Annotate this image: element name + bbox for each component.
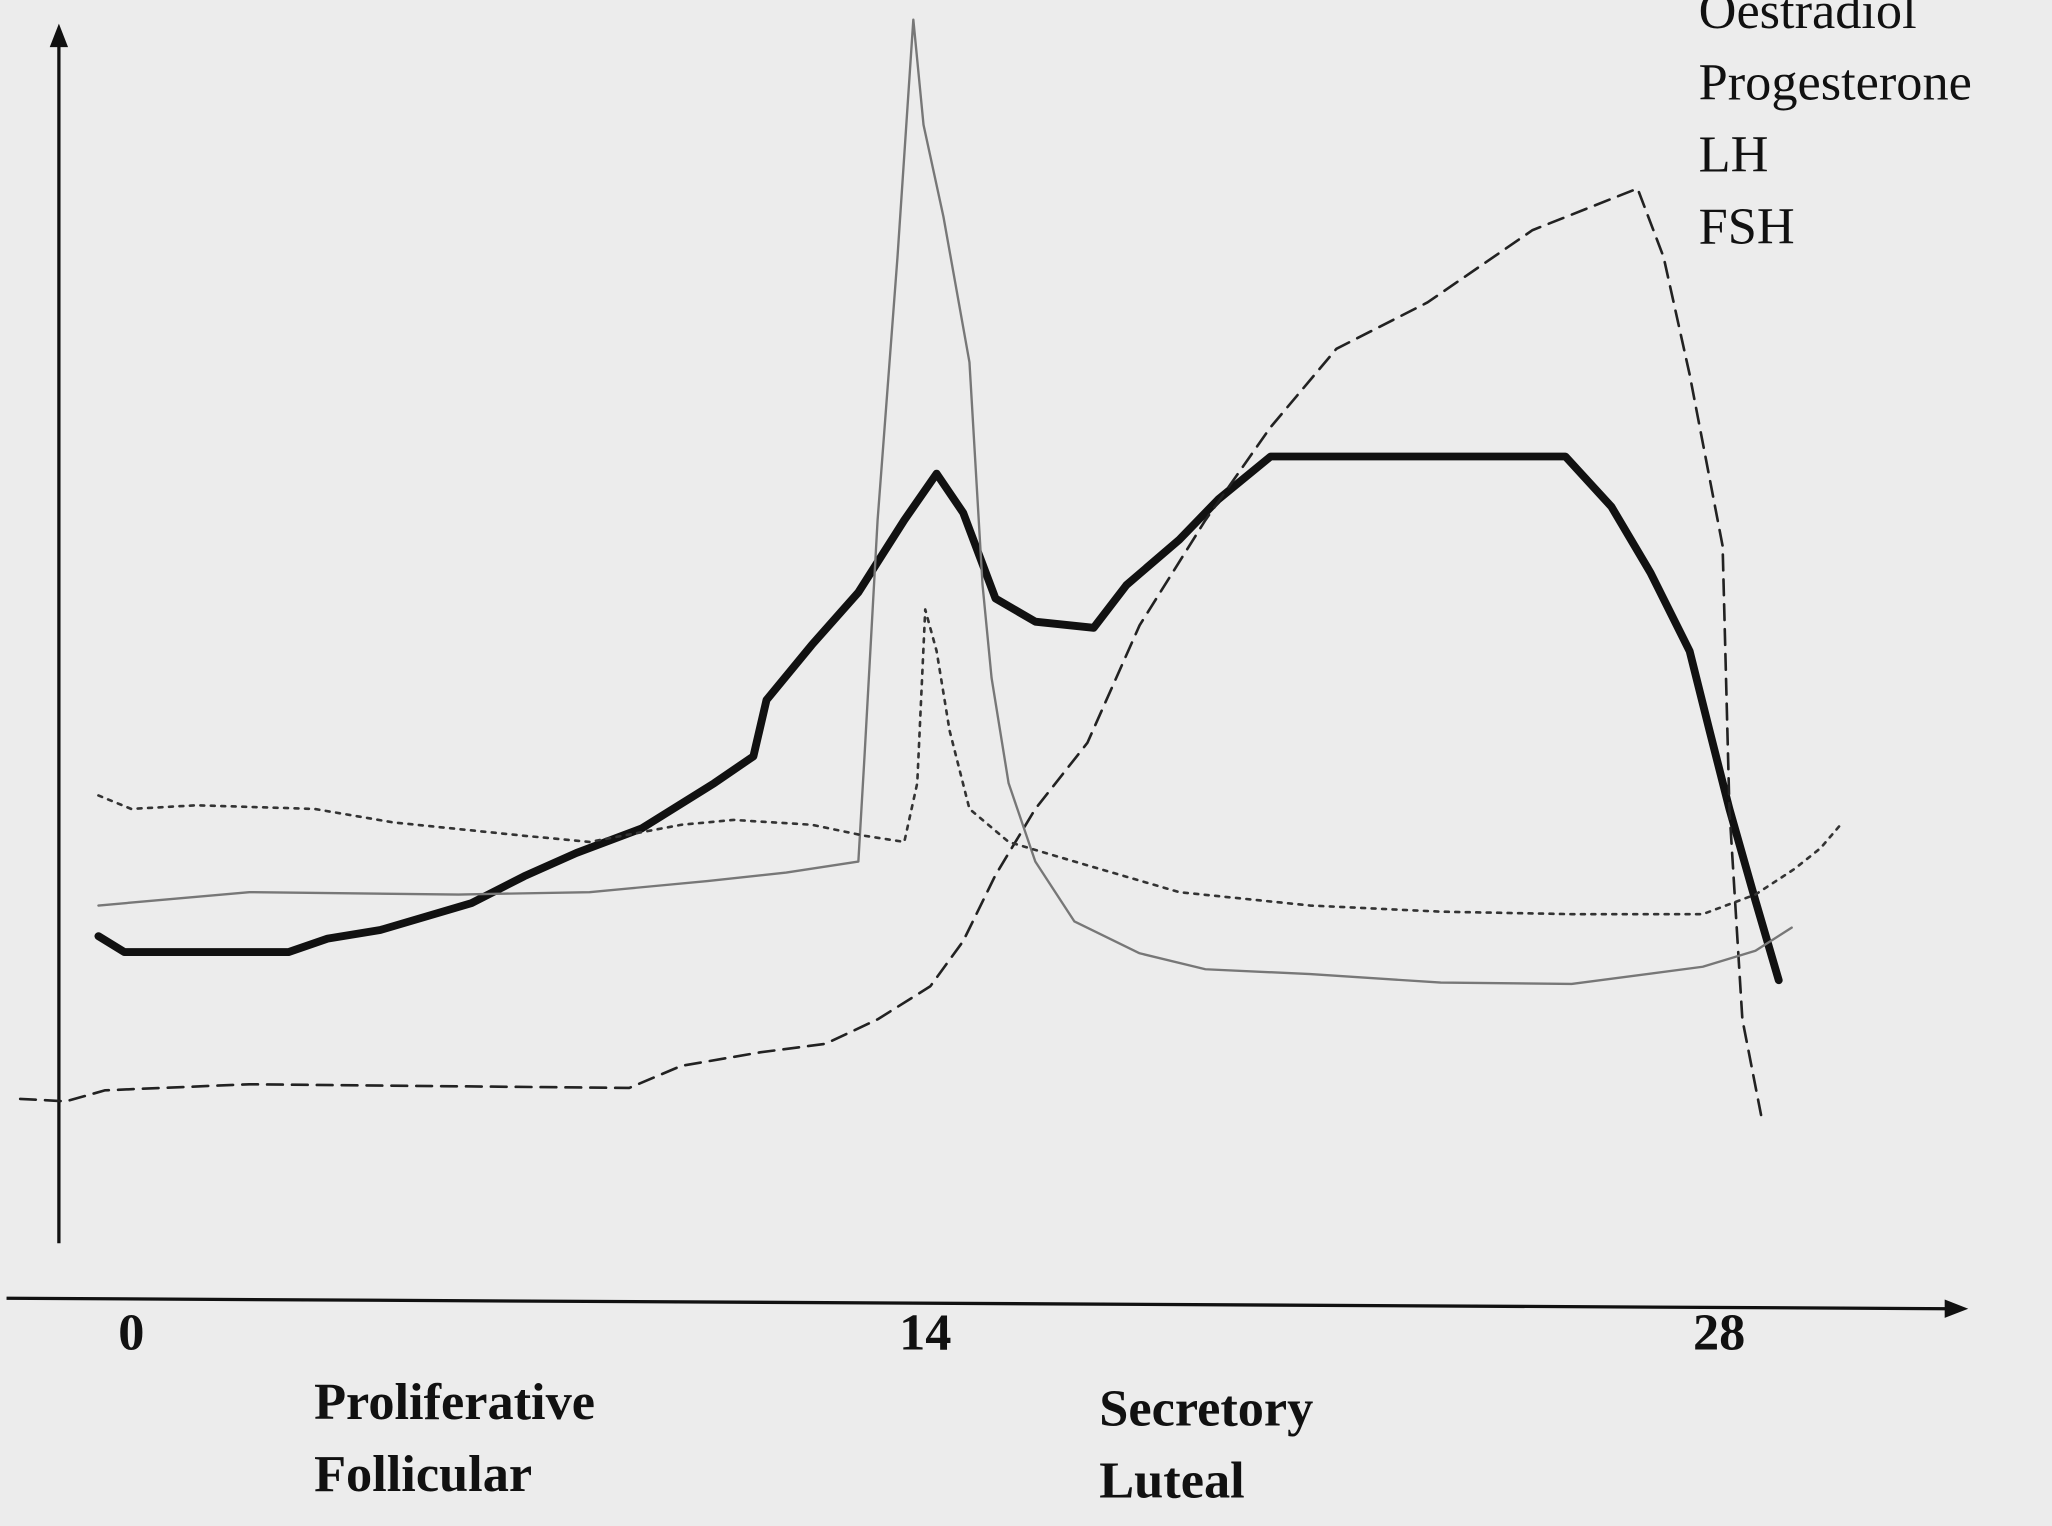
x-tick-label: 14 [899, 1304, 951, 1362]
series-line [18, 187, 1764, 1120]
legend-label: Progesterone [1699, 54, 1972, 112]
phase-label: Secretory [1099, 1379, 1313, 1437]
series-line [97, 608, 1842, 916]
legend-label: FSH [1699, 198, 1795, 256]
y-axis-arrow [49, 23, 69, 48]
phase-label: Proliferative [314, 1373, 595, 1431]
phase-label: Luteal [1099, 1451, 1244, 1509]
x-axis [6, 1296, 1950, 1311]
legend-label: LH [1699, 126, 1769, 184]
legend-label: Oestradiol [1699, 0, 1917, 40]
series-line [94, 452, 1783, 985]
x-axis-arrow [1944, 1299, 1969, 1318]
x-tick-label: 0 [118, 1304, 144, 1362]
phase-label: Follicular [314, 1445, 532, 1503]
x-tick-label: 28 [1693, 1304, 1745, 1362]
series-line [97, 18, 1793, 986]
